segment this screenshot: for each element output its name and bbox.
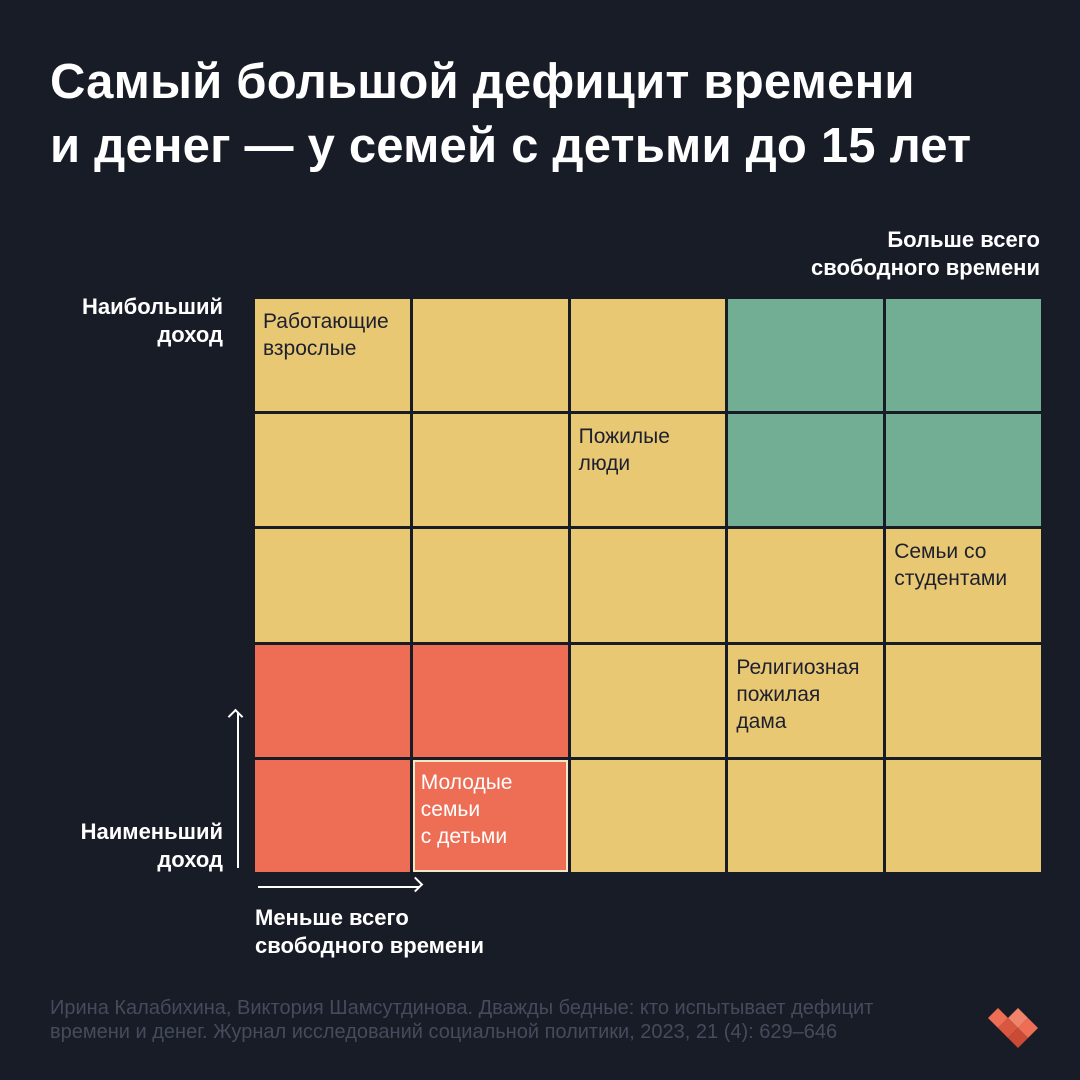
grid-cell bbox=[886, 299, 1041, 412]
axis-label-line: свободного времени bbox=[811, 255, 1040, 280]
grid-cell bbox=[255, 759, 410, 872]
grid-cell-labeled: Пожилые люди bbox=[570, 414, 726, 527]
cell-label-line: люди bbox=[578, 452, 631, 476]
grid-cell bbox=[255, 529, 410, 642]
grid-cell-labeled: Молодые семьи с детьми bbox=[412, 759, 568, 872]
grid-cell bbox=[570, 299, 726, 412]
axis-label-more-free-time: Больше всего свободного времени bbox=[811, 226, 1040, 282]
grid-cell bbox=[412, 299, 568, 412]
cell-label-line: Семьи со bbox=[894, 540, 987, 564]
grid-cell bbox=[570, 529, 726, 642]
grid-cell bbox=[412, 644, 568, 757]
cell-label-line: семьи bbox=[420, 797, 481, 821]
grid-cell bbox=[728, 529, 884, 642]
grid-cell bbox=[570, 759, 726, 872]
axis-label-line: доход bbox=[157, 322, 223, 347]
axis-label-line: Наибольший bbox=[81, 294, 223, 319]
axis-label-lowest-income: Наименьший доход bbox=[50, 818, 223, 874]
grid-cell-labeled: Семьи со студентами bbox=[886, 529, 1041, 642]
cell-label-line: студентами bbox=[894, 567, 1008, 591]
grid-cell-labeled: Работающие взрослые bbox=[255, 299, 410, 412]
grid-cell bbox=[886, 759, 1041, 872]
cell-label-line: пожилая bbox=[736, 682, 821, 706]
grid-cell bbox=[412, 529, 568, 642]
cell-label-line: Работающие bbox=[263, 310, 389, 333]
cell-label-line: с детьми bbox=[420, 824, 508, 848]
page-title: Самый большой дефицит времени и денег — … bbox=[50, 50, 1050, 178]
source-line-1: Ирина Калабихина, Виктория Шамсутдинова.… bbox=[50, 997, 874, 1019]
source-citation: Ирина Калабихина, Виктория Шамсутдинова.… bbox=[50, 996, 950, 1044]
axis-label-less-free-time: Меньше всего свободного времени bbox=[255, 904, 484, 960]
title-line-1: Самый большой дефицит времени bbox=[50, 55, 915, 109]
income-axis-arrow-icon bbox=[237, 712, 239, 868]
grid-cell bbox=[570, 644, 726, 757]
axis-label-highest-income: Наибольший доход bbox=[50, 293, 223, 349]
grid-cell bbox=[728, 299, 884, 412]
cell-label-line: дама bbox=[736, 709, 787, 733]
axis-label-line: свободного времени bbox=[255, 933, 484, 958]
cell-label-line: Религиозная bbox=[736, 655, 860, 679]
grid-cell bbox=[728, 414, 884, 527]
grid-cell bbox=[255, 414, 410, 527]
grid-cell bbox=[728, 759, 884, 872]
grid-cell bbox=[412, 414, 568, 527]
brand-logo-icon bbox=[988, 1008, 1038, 1048]
cell-label-line: взрослые bbox=[263, 337, 357, 360]
grid-cell bbox=[886, 644, 1041, 757]
axis-label-line: Наименьший bbox=[80, 819, 223, 844]
source-line-2: времени и денег. Журнал исследований соц… bbox=[50, 1021, 838, 1043]
grid-cell bbox=[886, 414, 1041, 527]
income-time-grid: Работающие взрослые Пожилые люди Семьи со сту… bbox=[255, 299, 1041, 872]
time-axis-arrow-icon bbox=[258, 886, 420, 888]
grid-cell-labeled: Религиозная пожилая дама bbox=[728, 644, 884, 757]
axis-label-line: Больше всего bbox=[887, 227, 1040, 252]
axis-label-line: доход bbox=[157, 847, 223, 872]
cell-label-line: Пожилые bbox=[578, 425, 670, 449]
title-line-2: и денег — у семей с детьми до 15 лет bbox=[50, 119, 972, 173]
axis-label-line: Меньше всего bbox=[255, 905, 409, 930]
grid-cell bbox=[255, 644, 410, 757]
cell-label-line: Молодые bbox=[420, 770, 513, 794]
